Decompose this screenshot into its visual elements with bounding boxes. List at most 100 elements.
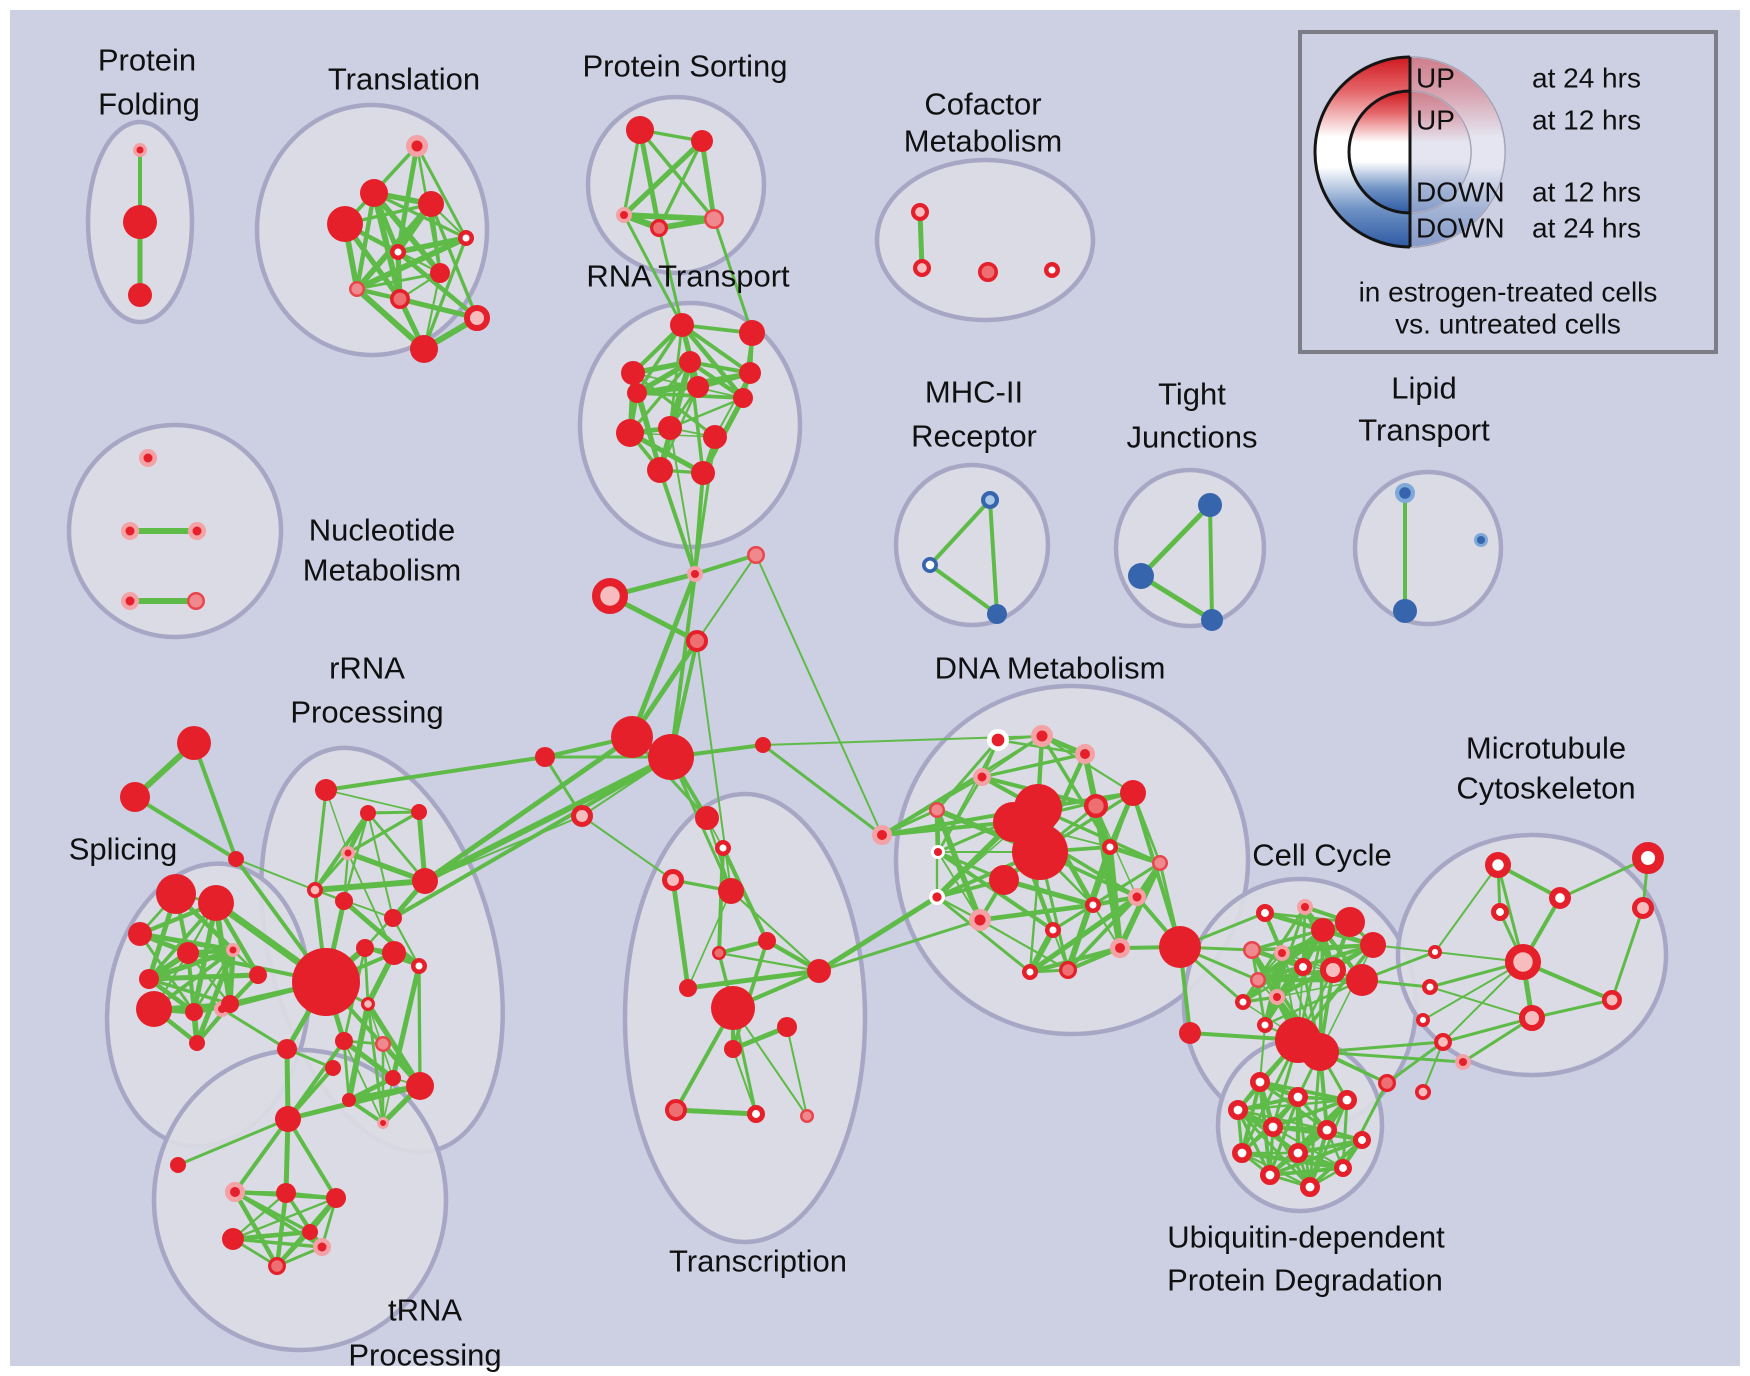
edge: [673, 1107, 759, 1117]
gene-node: [1288, 1143, 1309, 1164]
gene-node: [412, 868, 438, 894]
edge: [761, 743, 884, 837]
cluster-hull-cofactor-metabolism: [874, 157, 1096, 323]
legend-outer-left-arc: [1313, 55, 1411, 249]
edge: [1271, 1098, 1349, 1129]
gene-node: [1159, 926, 1201, 968]
edge: [365, 1001, 423, 1089]
gene-node: [1128, 563, 1154, 589]
edge: [1138, 502, 1213, 579]
gene-node: [177, 726, 211, 760]
gene-node: [226, 943, 240, 957]
legend-row-label: DOWN: [1416, 177, 1505, 208]
edge: [422, 754, 674, 884]
edge: [714, 372, 751, 438]
gene-node: [973, 768, 991, 786]
edge: [679, 322, 746, 401]
gene-node: [616, 419, 644, 447]
legend-row-label: DOWN: [1416, 213, 1505, 244]
gene-node: [1393, 599, 1417, 623]
gene-node: [1234, 993, 1251, 1010]
legend-inner-fade: [1410, 91, 1471, 213]
gene-node: [1505, 944, 1542, 981]
gene-node: [685, 629, 708, 652]
gene-node: [385, 1070, 401, 1086]
gene-node: [664, 1098, 687, 1121]
edge: [313, 851, 350, 892]
gene-node: [313, 1238, 331, 1256]
gene-node: [758, 932, 776, 950]
edge: [194, 947, 236, 1046]
gene-node: [747, 1105, 766, 1124]
gene-node: [1319, 956, 1346, 983]
edge: [786, 1026, 808, 1117]
gene-node: [411, 804, 427, 820]
gene-node: [277, 1039, 297, 1059]
edge: [1422, 961, 1524, 1021]
edge: [657, 139, 704, 230]
nodes: [120, 116, 1664, 1275]
edge: [286, 1039, 346, 1121]
edge: [176, 1117, 290, 1167]
cluster-label: Transcription: [669, 1244, 847, 1279]
edge: [343, 1040, 384, 1124]
edge: [638, 128, 716, 221]
gene-node: [733, 388, 753, 408]
edge: [363, 946, 370, 1006]
edge: [936, 775, 984, 854]
edge: [668, 396, 745, 430]
cluster-label: Protein: [98, 43, 196, 78]
edge: [988, 498, 999, 616]
gene-node: [1128, 888, 1146, 906]
gene-node: [1631, 841, 1664, 874]
edge: [670, 877, 691, 991]
gene-node: [1256, 904, 1275, 923]
cluster-hull-tight-junctions: [1113, 467, 1267, 629]
edge: [1051, 861, 1162, 932]
cluster-label: Receptor: [911, 419, 1037, 454]
gene-node: [185, 1003, 203, 1021]
gene-node: [1360, 932, 1386, 958]
gene-node: [1294, 958, 1313, 977]
edge: [1268, 1166, 1345, 1177]
edge: [658, 468, 697, 576]
gene-node: [139, 449, 157, 467]
edge: [227, 947, 236, 1007]
edge: [1262, 950, 1285, 1028]
cluster-label: Nucleotide: [309, 513, 455, 548]
gene-node: [1414, 1083, 1431, 1100]
gene-node: [647, 457, 673, 483]
edge: [928, 498, 992, 567]
edge: [880, 808, 939, 837]
edge: [621, 138, 705, 218]
edge: [1236, 1108, 1329, 1132]
edge: [732, 1048, 757, 1115]
edge: [729, 889, 821, 973]
gene-node: [703, 425, 727, 449]
legend: UP at 24 hrs UP at 12 hrs DOWN at 12 hrs DOWN a…: [1298, 30, 1718, 354]
gene-node: [1031, 725, 1053, 747]
edge: [657, 226, 684, 327]
gene-node: [1274, 945, 1290, 961]
gene-node: [463, 304, 490, 331]
gene-node: [1335, 907, 1365, 937]
edge: [1208, 503, 1214, 622]
gene-node: [1317, 1120, 1338, 1141]
gene-node: [755, 737, 771, 753]
edge: [1442, 961, 1524, 1043]
gene-node: [342, 1093, 356, 1107]
gene-node: [649, 218, 668, 237]
cluster-label: rRNA: [329, 651, 405, 686]
edge: [1530, 998, 1614, 1020]
edge: [133, 795, 238, 861]
edge: [1558, 856, 1650, 900]
edge: [980, 752, 1087, 779]
gene-node: [616, 207, 632, 223]
cluster-label: Protein Degradation: [1167, 1263, 1443, 1298]
edge: [693, 435, 717, 576]
edge: [325, 789, 349, 854]
edge: [341, 1038, 396, 1081]
gene-node: [687, 566, 703, 582]
gene-node: [228, 851, 244, 867]
